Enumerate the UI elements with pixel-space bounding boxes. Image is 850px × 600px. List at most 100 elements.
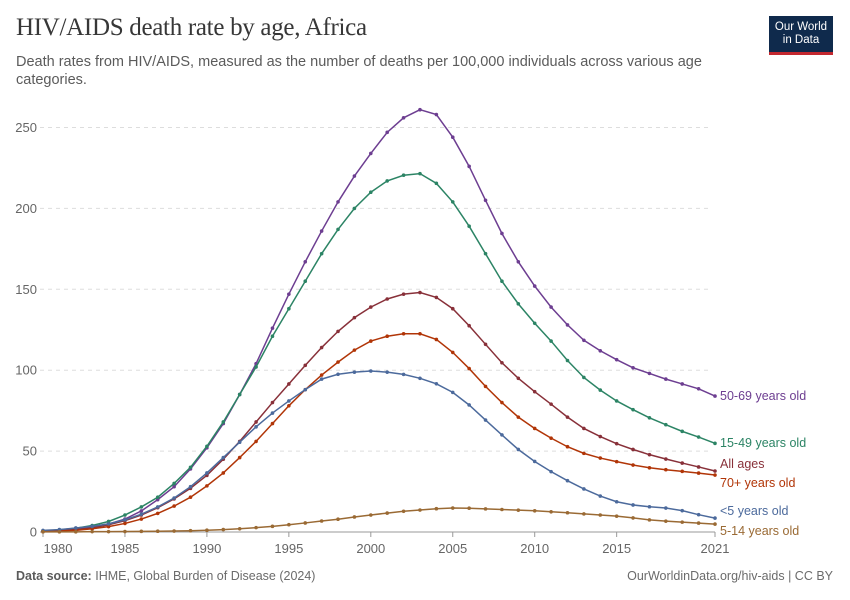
- data-point: [532, 509, 537, 513]
- data-point: [106, 529, 111, 534]
- data-point: [582, 375, 586, 380]
- data-point: [549, 339, 553, 343]
- data-point: [188, 495, 193, 500]
- data-point: [614, 514, 619, 518]
- data-point: [336, 372, 340, 377]
- footer-url[interactable]: OurWorldinData.org/hiv-aids | CC BY: [627, 569, 833, 583]
- data-point: [631, 365, 635, 370]
- data-point: [352, 206, 357, 211]
- data-point: [188, 465, 193, 470]
- data-point: [696, 435, 701, 439]
- data-point: [647, 465, 652, 470]
- data-source-label: Data source:: [16, 569, 92, 583]
- data-point: [450, 350, 455, 355]
- data-point: [139, 517, 144, 521]
- data-point: [598, 513, 603, 517]
- data-point: [205, 444, 209, 449]
- data-point: [631, 447, 635, 452]
- x-tick-label: 1990: [192, 541, 221, 556]
- data-point: [369, 513, 373, 517]
- data-point: [418, 508, 422, 512]
- data-point: [664, 519, 668, 523]
- data-point: [647, 452, 652, 457]
- data-point: [500, 507, 504, 512]
- data-point: [319, 373, 324, 377]
- data-point: [713, 469, 717, 473]
- series-line: [42, 108, 716, 532]
- data-point: [303, 363, 308, 368]
- data-point: [467, 323, 471, 328]
- data-point: [467, 366, 471, 371]
- data-point: [369, 190, 373, 195]
- data-point: [270, 400, 275, 405]
- series-line: [42, 333, 716, 533]
- data-point: [664, 506, 668, 510]
- data-point: [369, 151, 373, 156]
- data-point: [680, 520, 685, 524]
- data-point: [582, 426, 586, 431]
- data-point: [401, 372, 406, 377]
- data-point: [418, 171, 422, 176]
- data-point: [483, 198, 488, 203]
- data-point: [467, 224, 471, 228]
- data-point: [90, 529, 94, 534]
- series-label: 5-14 years old: [720, 524, 799, 538]
- data-point: [172, 504, 176, 508]
- data-point: [696, 512, 701, 517]
- data-point: [713, 522, 717, 526]
- data-point: [680, 429, 685, 434]
- y-tick-label: 200: [15, 201, 37, 216]
- data-point: [434, 295, 439, 300]
- data-point: [500, 400, 504, 405]
- data-source: Data source: IHME, Global Burden of Dise…: [16, 569, 315, 583]
- data-point: [598, 434, 603, 439]
- data-point: [565, 510, 570, 515]
- data-point: [549, 436, 553, 440]
- data-point: [614, 441, 619, 446]
- data-point: [434, 381, 439, 386]
- data-point: [319, 519, 324, 523]
- data-point: [434, 181, 439, 186]
- data-point: [287, 292, 291, 296]
- data-point: [205, 484, 209, 488]
- data-point: [123, 513, 127, 517]
- data-point: [664, 457, 668, 461]
- data-point: [123, 529, 127, 534]
- data-point: [287, 306, 291, 311]
- data-point: [664, 467, 668, 472]
- data-point: [155, 511, 160, 516]
- data-point: [713, 441, 717, 446]
- data-point: [401, 509, 406, 514]
- data-point: [598, 494, 603, 498]
- x-tick-label: 2015: [602, 541, 631, 556]
- x-tick-label: 1980: [44, 541, 73, 556]
- data-point: [385, 297, 389, 301]
- data-point: [237, 526, 242, 531]
- data-point: [565, 323, 570, 327]
- data-point: [254, 439, 258, 444]
- data-point: [483, 507, 488, 511]
- data-point: [369, 305, 373, 309]
- chart-title: HIV/AIDS death rate by age, Africa: [16, 14, 367, 41]
- data-point: [532, 284, 537, 288]
- data-point: [582, 487, 586, 491]
- data-source-text[interactable]: IHME, Global Burden of Disease (2024): [95, 569, 316, 583]
- owid-logo[interactable]: Our World in Data: [769, 16, 833, 55]
- data-point: [565, 415, 570, 419]
- data-point: [450, 506, 455, 510]
- data-point: [270, 421, 275, 426]
- x-tick-label: 2010: [520, 541, 549, 556]
- series-line: [42, 370, 716, 532]
- data-point: [336, 200, 340, 204]
- line-chart: 0 50 100 150 200 250 1980 1985 1990 1995 2000 2005 2…: [15, 107, 806, 556]
- data-point: [582, 338, 586, 343]
- y-tick-label: 50: [23, 444, 37, 459]
- y-tick-label: 250: [15, 120, 37, 135]
- series-15-49-years-old: 15-49 years old: [41, 171, 806, 533]
- data-point: [401, 115, 406, 120]
- data-point: [303, 387, 308, 392]
- data-point: [450, 135, 455, 140]
- data-point: [418, 331, 422, 336]
- data-point: [254, 420, 258, 424]
- data-point: [188, 484, 193, 489]
